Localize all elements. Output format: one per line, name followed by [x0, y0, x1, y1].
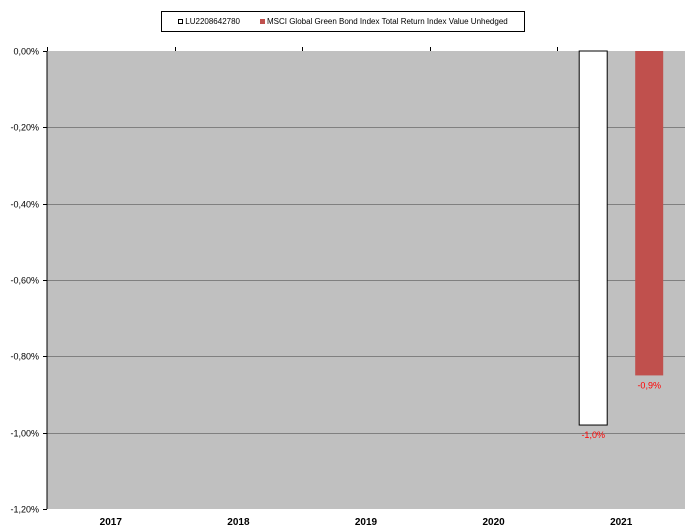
- x-category-label: 2018: [227, 517, 250, 526]
- legend-item-series-2: MSCI Global Green Bond Index Total Retur…: [259, 17, 508, 26]
- legend-swatch-series-1: [178, 19, 184, 24]
- data-label: -0,9%: [637, 380, 661, 390]
- legend-label-series-2: MSCI Global Green Bond Index Total Retur…: [266, 17, 508, 26]
- data-label: -1,0%: [581, 430, 605, 440]
- x-category-label: 2020: [482, 517, 505, 526]
- y-tick-label: -0,20%: [10, 123, 39, 133]
- bar-2-2021: [635, 51, 664, 376]
- y-tick-label: 0,00%: [13, 47, 39, 57]
- y-tick-label: -0,40%: [10, 200, 39, 210]
- legend-swatch-series-2: [259, 19, 265, 24]
- x-category-label: 2021: [610, 517, 633, 526]
- bar-1-2021: [578, 50, 608, 426]
- y-tick-label: -1,00%: [10, 429, 39, 439]
- x-category-label: 2019: [355, 517, 378, 526]
- legend-label-series-1: LU2208642780: [185, 17, 240, 26]
- x-category-label: 2017: [100, 517, 123, 526]
- y-tick-label: -1,20%: [10, 505, 39, 515]
- y-tick-label: -0,60%: [10, 276, 39, 286]
- legend-item-series-1: LU2208642780: [178, 17, 240, 26]
- y-tick-label: -0,80%: [10, 352, 39, 362]
- chart-legend: LU2208642780 MSCI Global Green Bond Inde…: [161, 11, 525, 32]
